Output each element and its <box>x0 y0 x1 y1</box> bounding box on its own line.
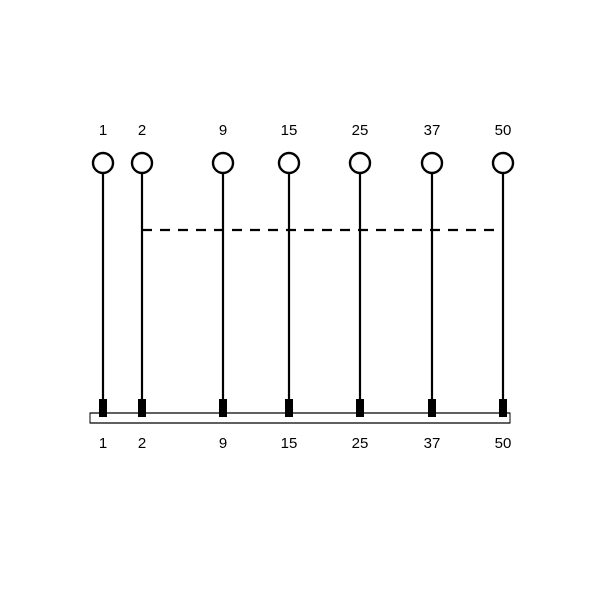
axis-tick <box>99 399 107 417</box>
top-value-label: 37 <box>424 122 441 139</box>
top-value-label: 1 <box>99 122 107 139</box>
lollipop-marker <box>213 153 233 173</box>
x-axis-baseline <box>90 413 510 423</box>
lollipop-marker <box>350 153 370 173</box>
axis-tick <box>499 399 507 417</box>
lollipop-diagram: 1 1 2 2 9 9 15 15 25 25 37 37 50 50 <box>0 0 600 600</box>
bottom-value-label: 25 <box>352 435 369 452</box>
bottom-value-label: 37 <box>424 435 441 452</box>
top-value-label: 9 <box>219 122 227 139</box>
axis-tick <box>219 399 227 417</box>
top-value-label: 25 <box>352 122 369 139</box>
lollipop-marker <box>93 153 113 173</box>
top-value-label: 2 <box>138 122 146 139</box>
bottom-value-label: 15 <box>281 435 298 452</box>
lollipop-marker <box>493 153 513 173</box>
bottom-value-label: 50 <box>495 435 512 452</box>
axis-tick <box>138 399 146 417</box>
axis-tick <box>356 399 364 417</box>
bottom-value-label: 2 <box>138 435 146 452</box>
bottom-value-label: 1 <box>99 435 107 452</box>
lollipop-marker <box>132 153 152 173</box>
lollipop-marker <box>279 153 299 173</box>
lollipop-marker <box>422 153 442 173</box>
top-value-label: 50 <box>495 122 512 139</box>
chart-background <box>0 0 600 600</box>
top-value-label: 15 <box>281 122 298 139</box>
bottom-value-label: 9 <box>219 435 227 452</box>
axis-tick <box>285 399 293 417</box>
axis-tick <box>428 399 436 417</box>
